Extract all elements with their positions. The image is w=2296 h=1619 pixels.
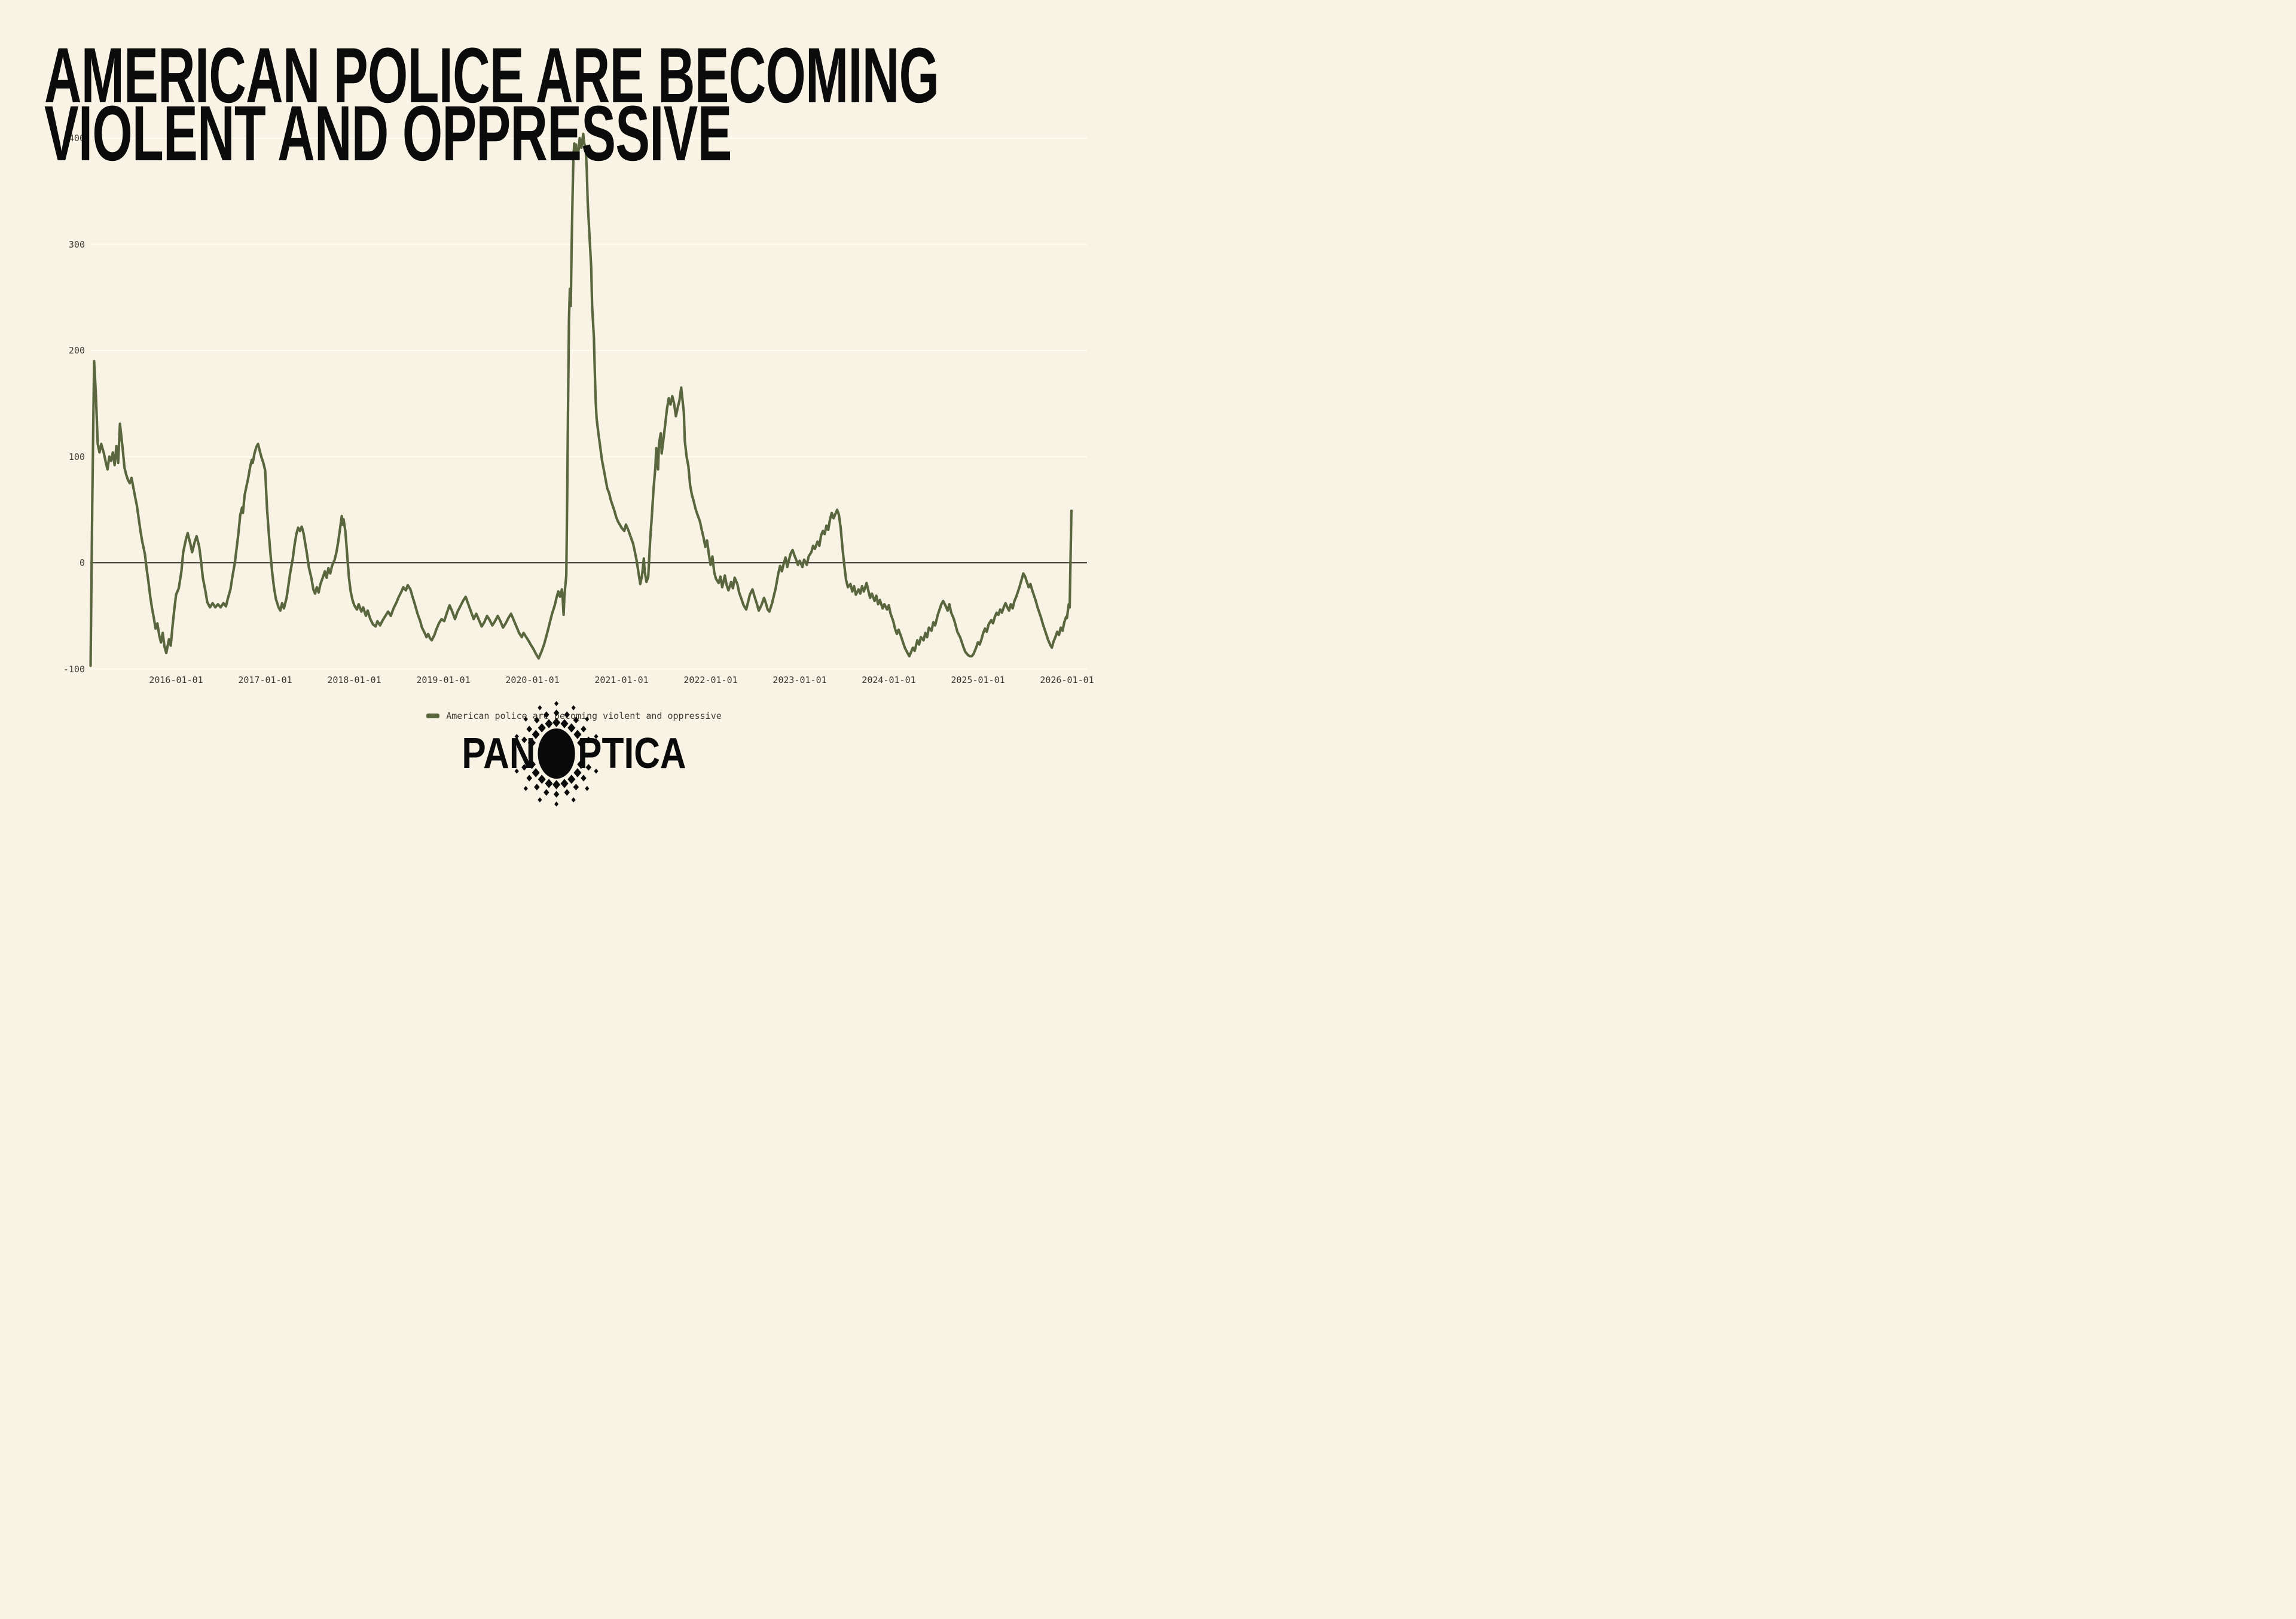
- panoptica-logo: PAN PTICA: [92, 701, 1057, 806]
- line-chart: [89, 132, 1087, 670]
- logo-eye-icon: [515, 701, 599, 806]
- legend-swatch-icon: [426, 714, 440, 718]
- x-tick-label: 2023-01-01: [773, 675, 827, 685]
- logo-eyeball: [538, 728, 575, 779]
- legend-label: American police are becoming violent and…: [446, 711, 722, 721]
- x-tick-label: 2017-01-01: [238, 675, 292, 685]
- logo-text-post: PTICA: [578, 730, 686, 778]
- y-tick-label: -100: [63, 663, 85, 675]
- x-tick-label: 2025-01-01: [951, 675, 1005, 685]
- x-tick-label: 2019-01-01: [416, 675, 471, 685]
- x-tick-label: 2016-01-01: [149, 675, 203, 685]
- x-tick-label: 2020-01-01: [505, 675, 560, 685]
- x-tick-label: 2026-01-01: [1040, 675, 1094, 685]
- gridlines: [90, 138, 1087, 670]
- series-line: [89, 132, 1073, 667]
- y-tick-label: 100: [68, 451, 85, 462]
- page-background: 400 300 200 100 0 -100 2016-01-01 2017-01-01 20…: [0, 0, 1148, 810]
- y-tick-label: 0: [79, 557, 85, 568]
- x-tick-label: 2018-01-01: [327, 675, 381, 685]
- y-tick-label: 300: [68, 239, 85, 250]
- x-tick-label: 2024-01-01: [862, 675, 916, 685]
- title-line-1: AMERICAN POLICE ARE BECOMING: [44, 31, 939, 119]
- y-tick-label: 200: [68, 345, 85, 356]
- y-tick-label: 400: [68, 133, 85, 144]
- legend: American police are becoming violent and…: [0, 711, 1148, 721]
- x-tick-label: 2021-01-01: [594, 675, 649, 685]
- title-line-2: VIOLENT AND OPPRESSIVE: [44, 89, 732, 177]
- page-title: AMERICAN POLICE ARE BECOMING VIOLENT AND…: [44, 31, 939, 177]
- x-tick-label: 2022-01-01: [683, 675, 738, 685]
